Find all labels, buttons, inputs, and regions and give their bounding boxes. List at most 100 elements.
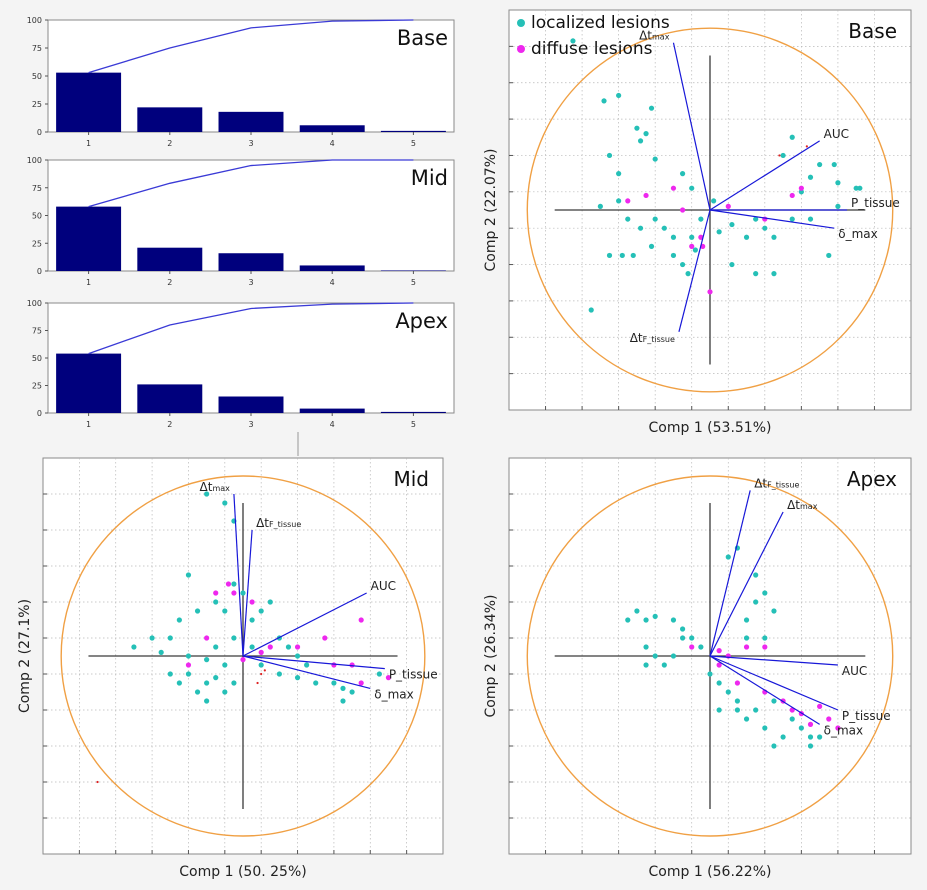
vector-label-subscript: F_tissue <box>643 335 675 344</box>
point-localized <box>231 581 237 587</box>
pca-biplots: ΔtmaxAUCP_tissueδ_maxΔtF_tissueBaseComp … <box>17 9 912 880</box>
point-localized <box>185 653 192 659</box>
scree-panel-base: 0 25 50 75 100 1 2 3 4 5 Base <box>27 16 455 148</box>
point-localized <box>826 252 832 259</box>
point-localized <box>222 608 228 614</box>
point-localized <box>685 271 691 277</box>
point-localized <box>304 662 310 668</box>
point-diffuse <box>322 635 328 641</box>
point-localized <box>231 635 237 641</box>
point-localized <box>194 608 201 614</box>
point-localized <box>670 653 677 659</box>
point-localized <box>753 599 759 605</box>
y-tick-label: 50 <box>32 212 42 221</box>
point-localized <box>222 662 228 668</box>
point-localized <box>606 252 613 259</box>
point-diffuse <box>225 581 232 587</box>
point-diffuse <box>689 644 695 650</box>
y-tick-label: 0 <box>37 267 42 276</box>
point-diffuse <box>725 203 731 209</box>
loading-vector <box>672 42 711 211</box>
point-localized <box>771 271 777 277</box>
bar <box>137 107 203 132</box>
point-localized <box>789 716 795 722</box>
vector-label: δ_max <box>374 687 414 701</box>
point-localized <box>652 613 658 620</box>
point-localized <box>789 216 795 222</box>
x-axis-label: Comp 1 (56.22%) <box>649 864 772 880</box>
point-localized <box>258 662 264 668</box>
x-tick-label: 1 <box>86 420 91 429</box>
vector-label: δ_max <box>824 723 864 737</box>
point-localized <box>679 635 686 641</box>
point-localized <box>762 635 768 641</box>
point-localized <box>679 171 686 177</box>
point-localized <box>780 152 786 159</box>
cumulative-line <box>88 19 414 74</box>
point-diffuse <box>689 243 695 249</box>
point-localized <box>630 252 636 259</box>
vector-label: AUC <box>842 664 867 678</box>
point-localized <box>743 234 750 240</box>
point-localized <box>204 657 210 663</box>
point-localized <box>734 698 741 704</box>
vector-label-subscript: F_tissue <box>269 520 301 529</box>
point-minor <box>805 145 808 148</box>
point-localized <box>643 617 649 623</box>
point-diffuse <box>743 644 750 650</box>
point-localized <box>771 743 777 749</box>
point-localized <box>619 252 625 259</box>
point-localized <box>807 734 814 740</box>
point-localized <box>743 635 750 641</box>
y-tick-label: 0 <box>37 128 42 137</box>
x-tick-label: 2 <box>167 420 172 429</box>
point-localized <box>679 261 686 268</box>
vector-label: P_tissue <box>389 668 438 682</box>
point-diffuse <box>670 185 677 191</box>
point-localized <box>670 617 677 623</box>
point-localized <box>689 234 695 240</box>
point-localized <box>258 608 264 614</box>
x-tick-label: 5 <box>411 278 416 287</box>
point-localized <box>340 685 346 692</box>
point-localized <box>634 608 640 614</box>
point-diffuse <box>385 675 392 681</box>
point-localized <box>240 590 246 596</box>
bar <box>137 384 203 413</box>
point-localized <box>729 221 735 228</box>
bar <box>380 411 446 413</box>
point-minor <box>263 669 266 672</box>
point-localized <box>643 644 649 650</box>
point-localized <box>616 171 622 177</box>
point-localized <box>648 243 655 249</box>
point-localized <box>716 680 722 686</box>
point-localized <box>798 725 804 731</box>
point-localized <box>637 138 644 144</box>
point-localized <box>725 554 731 560</box>
point-localized <box>340 698 346 704</box>
point-localized <box>625 216 631 222</box>
panel-title: Mid <box>411 166 448 190</box>
point-localized <box>643 131 649 137</box>
vector-label: Δtmax <box>639 29 670 43</box>
point-localized <box>771 608 777 614</box>
point-localized <box>753 572 759 578</box>
vector-label: δ_max <box>838 227 878 241</box>
point-localized <box>231 680 237 686</box>
y-tick-label: 100 <box>27 16 42 25</box>
vector-label: P_tissue <box>842 709 891 723</box>
bar <box>299 408 365 413</box>
point-localized <box>285 644 292 650</box>
y-tick-label: 50 <box>32 72 42 81</box>
bar <box>380 270 446 271</box>
point-localized <box>606 152 613 159</box>
pca-panel-base: Δtmax AUC P_tissue δ_max ΔtF_tissue Base Comp … <box>483 9 912 436</box>
point-localized <box>771 234 777 240</box>
point-localized <box>294 675 301 681</box>
point-localized <box>597 203 603 209</box>
loading-vector <box>678 209 711 332</box>
x-tick-label: 4 <box>330 278 335 287</box>
panel-title: Base <box>397 26 448 50</box>
